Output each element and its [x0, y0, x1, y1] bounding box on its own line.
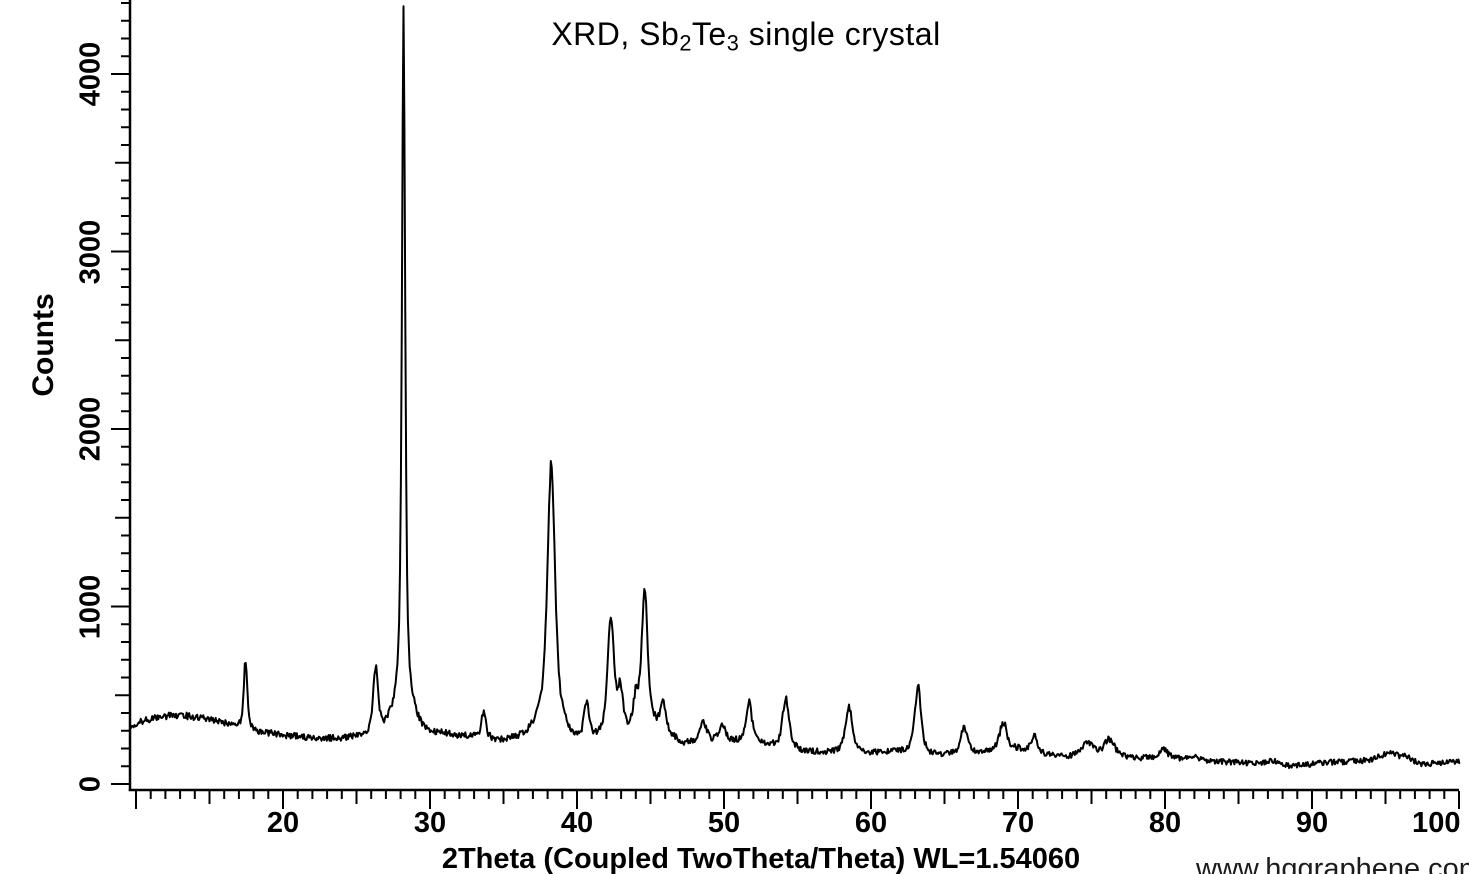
chart-title: XRD, Sb2Te3 single crystal [551, 16, 940, 56]
x-axis-ticks [135, 791, 1460, 809]
x-tick-label: 70 [1001, 807, 1035, 839]
x-tick-label: 60 [854, 807, 888, 839]
x-tick-label: 90 [1295, 807, 1329, 839]
x-tick-label: 30 [413, 807, 447, 839]
chart-title-segment: 2 [679, 30, 692, 56]
y-axis-ticks [111, 2, 129, 785]
x-tick-label: 40 [560, 807, 594, 839]
y-axis-label: Counts [27, 293, 60, 397]
x-tick-label: 20 [266, 807, 300, 839]
x-axis-label: 2Theta (Coupled TwoTheta/Theta) WL=1.540… [441, 843, 1081, 874]
watermark-url: www.hqgraphene.com [1196, 853, 1469, 874]
chart-title-segment: XRD, Sb [551, 16, 680, 52]
y-tick-label: 1000 [74, 574, 107, 639]
y-tick-label: 3000 [74, 219, 107, 284]
xrd-data-trace [129, 5, 1461, 770]
x-tick-label: 50 [707, 807, 741, 839]
y-tick-label: 4000 [74, 41, 107, 107]
chart-title-segment: Te [691, 16, 727, 52]
chart-title-segment: 3 [726, 30, 740, 56]
y-tick-label: 0 [74, 775, 107, 793]
y-tick-label: 2000 [74, 396, 107, 462]
x-tick-label: 80 [1148, 807, 1182, 839]
chart-title-segment: single crystal [739, 16, 941, 52]
x-tick-label: 100 [1412, 807, 1461, 839]
